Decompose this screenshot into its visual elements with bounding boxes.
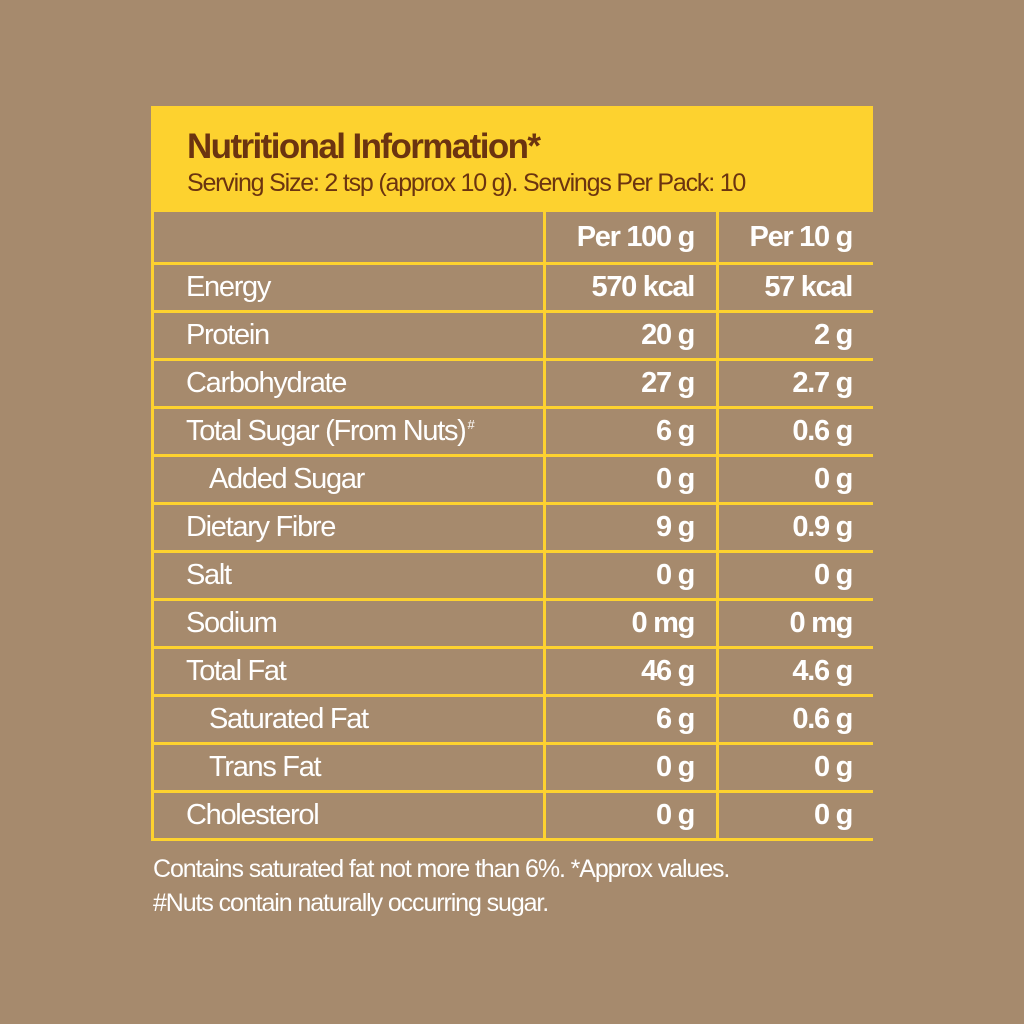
nutrient-label: Energy [186,271,271,303]
nutrition-table: Per 100 g Per 10 g Energy 570 kcal 57 kcal… [151,209,874,841]
nutrient-label: Cholesterol [186,799,320,831]
nutrient-label: Sodium [186,607,278,639]
footnotes: Contains saturated fat not more than 6%.… [153,852,730,920]
nutrient-label: Trans Fat [209,751,322,783]
value-per100: 0 g [546,793,716,838]
nutrient-name: Sodium [154,601,543,646]
value-per10: 2 g [719,313,874,358]
value-per10: 0 mg [719,601,874,646]
panel-title: Nutritional Information* [187,127,541,166]
nutrient-label: Added Sugar [209,463,365,495]
value-per10: 2.7 g [719,361,874,406]
panel-header: Nutritional Information* Serving Size: 2… [151,106,873,212]
serving-info: Serving Size: 2 tsp (approx 10 g). Servi… [187,169,746,197]
nutrient-label: Saturated Fat [209,703,369,735]
nutrient-name: Salt [154,553,543,598]
column-header-nutrient [154,212,543,262]
nutrient-label: Protein [186,319,270,351]
nutrient-label: Carbohydrate [186,367,347,399]
value-per10: 57 kcal [719,265,874,310]
value-per100: 46 g [546,649,716,694]
nutrient-label: Dietary Fibre [186,511,336,543]
value-per10: 0 g [719,553,874,598]
value-per100: 0 g [546,553,716,598]
nutrient-label: Total Fat [186,655,287,687]
value-per10: 0 g [719,793,874,838]
nutrient-name: Dietary Fibre [154,505,543,550]
column-header-per-10g: Per 10 g [719,212,874,262]
value-per10: 4.6 g [719,649,874,694]
value-per100: 6 g [546,697,716,742]
nutrient-name: Energy [154,265,543,310]
value-per100: 0 mg [546,601,716,646]
value-per10: 0.9 g [719,505,874,550]
nutrient-name: Saturated Fat [154,697,543,742]
nutrient-name: Total Fat [154,649,543,694]
value-per10: 0.6 g [719,409,874,454]
value-per100: 570 kcal [546,265,716,310]
value-per100: 0 g [546,745,716,790]
nutrient-name: Total Sugar (From Nuts) # [154,409,543,454]
nutrient-label: Total Sugar (From Nuts) [186,415,467,447]
nutrient-name: Protein [154,313,543,358]
value-per100: 6 g [546,409,716,454]
value-per10: 0 g [719,745,874,790]
value-per100: 27 g [546,361,716,406]
footnote-nuts-sugar: #Nuts contain naturally occurring sugar. [153,889,549,917]
value-per100: 9 g [546,505,716,550]
value-per10: 0.6 g [719,697,874,742]
nutrient-name: Added Sugar [154,457,543,502]
column-header-per-100g: Per 100 g [546,212,716,262]
nutrient-name: Carbohydrate [154,361,543,406]
footnote-marker: # [467,417,475,432]
nutrition-panel: Nutritional Information* Serving Size: 2… [151,106,874,841]
footnote-saturated-fat: Contains saturated fat not more than 6%.… [153,855,730,883]
value-per100: 0 g [546,457,716,502]
nutrient-name: Cholesterol [154,793,543,838]
value-per10: 0 g [719,457,874,502]
nutrient-name: Trans Fat [154,745,543,790]
nutrient-label: Salt [186,559,232,591]
value-per100: 20 g [546,313,716,358]
